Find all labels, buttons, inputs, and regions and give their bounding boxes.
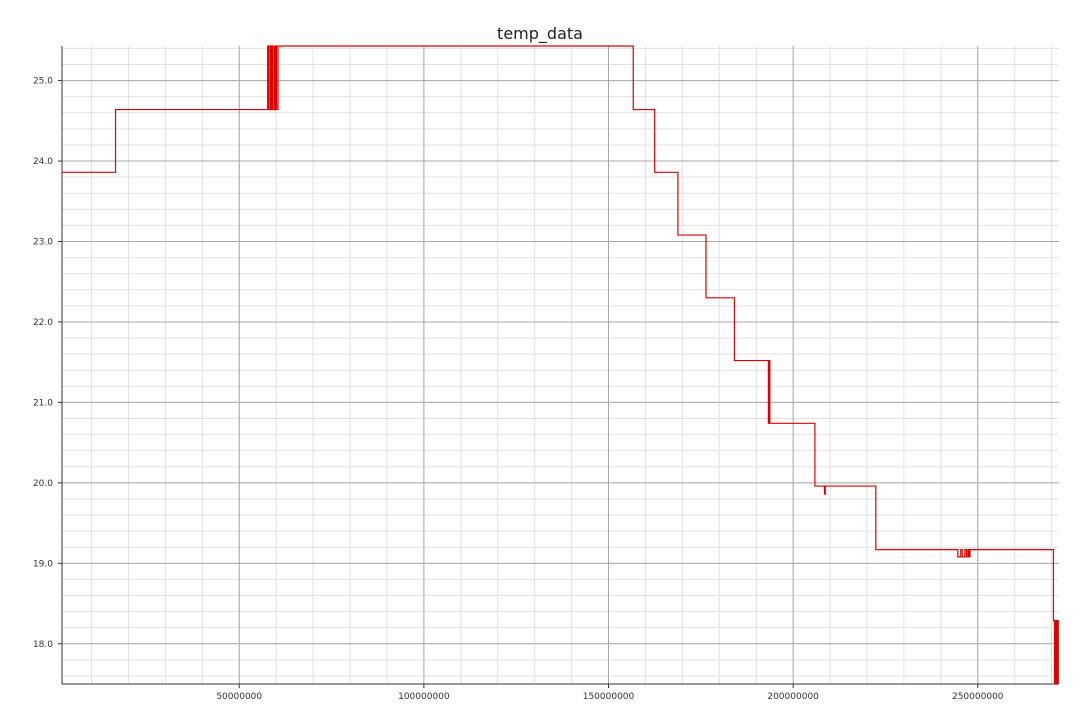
grid [62, 46, 1059, 684]
y-tick-label: 22.0 [33, 318, 53, 328]
y-tick-label: 23.0 [33, 238, 53, 248]
y-tick-label: 19.0 [33, 559, 53, 569]
y-tick-label: 20.0 [33, 479, 53, 489]
x-tick-label: 250000000 [952, 692, 1004, 702]
series-group [62, 45, 1059, 685]
y-tick-label: 21.0 [33, 398, 53, 408]
x-tick-label: 200000000 [767, 692, 819, 702]
y-tick-label: 18.0 [33, 640, 53, 650]
chart-title: temp_data [497, 24, 583, 44]
y-tick-label: 25.0 [33, 77, 53, 87]
series-line [62, 45, 1059, 685]
x-tick-label: 50000000 [216, 692, 262, 702]
x-tick-label: 100000000 [398, 692, 450, 702]
x-tick-label: 150000000 [583, 692, 635, 702]
axes [58, 46, 1059, 688]
y-tick-label: 24.0 [33, 157, 53, 167]
tick-labels: 50000000 100000000 150000000 200000000 25000… [33, 77, 1004, 702]
